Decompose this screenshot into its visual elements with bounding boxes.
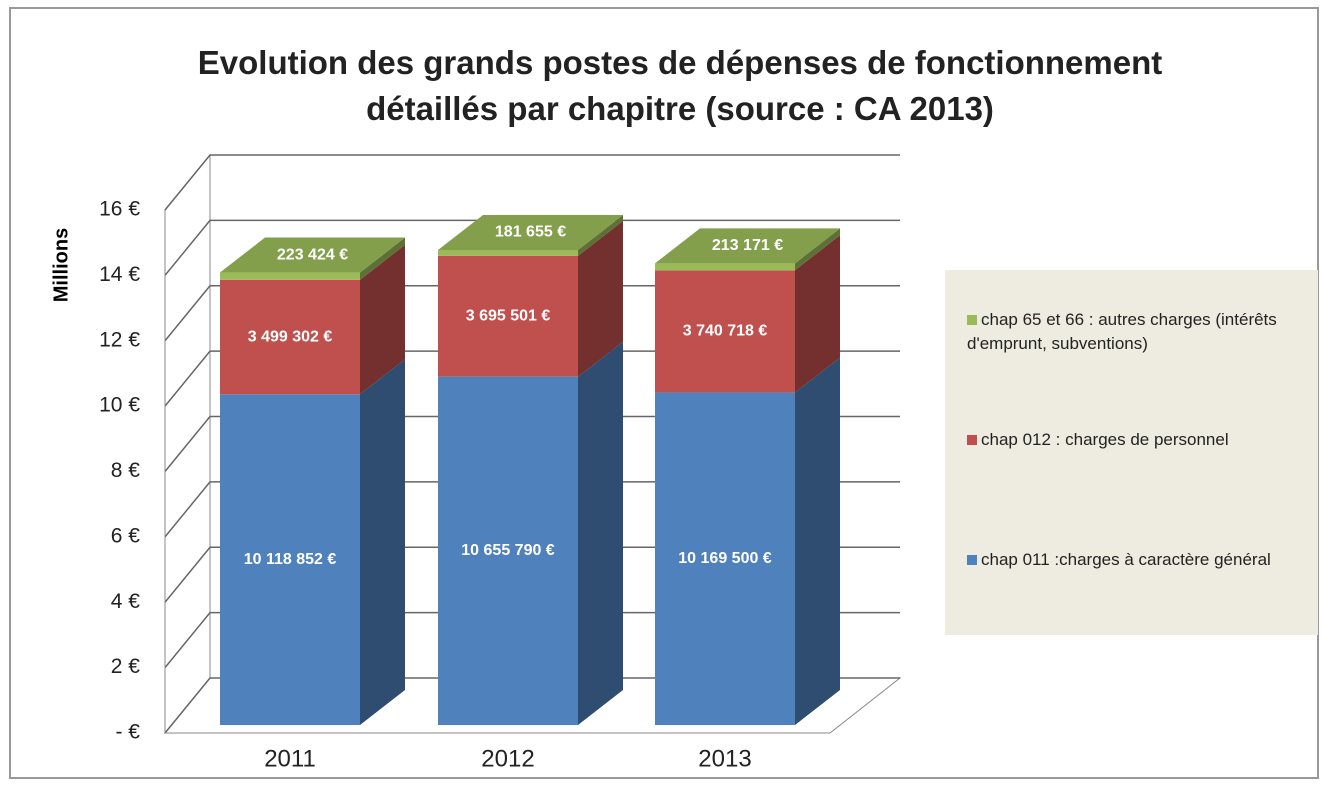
legend-entry: chap 65 et 66 : autres charges (intérêts… xyxy=(967,308,1307,356)
bar-top xyxy=(220,237,405,273)
bar-side xyxy=(795,228,840,271)
y-tick-label: 8 € xyxy=(111,459,141,482)
legend-label: chap 011 :charges à caractère général xyxy=(981,550,1271,569)
y-tick-label: 12 € xyxy=(99,328,140,351)
legend-swatch xyxy=(967,555,977,565)
legend-label: chap 65 et 66 : autres charges (intérêts… xyxy=(967,310,1277,353)
data-label: 3 695 501 € xyxy=(466,308,551,325)
bar-segment xyxy=(438,376,578,725)
y-tick-label: - € xyxy=(115,721,140,744)
y-tick-label: 16 € xyxy=(99,198,140,221)
bar-segment xyxy=(438,255,578,377)
bar-side xyxy=(360,237,405,280)
legend-swatch xyxy=(967,435,977,445)
bar-segment xyxy=(438,249,578,256)
bar-side xyxy=(360,359,405,725)
bar-top xyxy=(438,214,623,250)
x-tick-label: 2013 xyxy=(698,745,751,772)
bar-segment xyxy=(655,270,795,393)
frame xyxy=(9,7,1319,779)
bar-segment xyxy=(220,272,360,280)
legend-entry: chap 011 :charges à caractère général xyxy=(967,548,1307,572)
bar-segment xyxy=(655,263,795,271)
data-label: 10 169 500 € xyxy=(678,550,772,567)
x-tick-label: 2011 xyxy=(264,745,316,772)
bar-segment xyxy=(655,392,795,725)
chart-title: Evolution des grands postes de dépenses … xyxy=(197,44,1163,127)
legend-entry: chap 012 : charges de personnel xyxy=(967,428,1307,452)
bar-segment xyxy=(220,279,360,395)
x-tick-label: 2012 xyxy=(481,745,534,772)
y-tick-label: 2 € xyxy=(111,655,141,678)
data-label: 3 499 302 € xyxy=(248,328,333,345)
bar-side xyxy=(795,235,840,393)
y-tick-label: 10 € xyxy=(99,394,140,417)
legend: chap 65 et 66 : autres charges (intérêts… xyxy=(945,270,1318,635)
y-tick-label: 6 € xyxy=(111,524,141,547)
data-label: 10 655 790 € xyxy=(461,542,555,559)
bar-side xyxy=(578,214,623,256)
data-label: 3 740 718 € xyxy=(683,323,768,340)
bar-side xyxy=(578,220,623,377)
bar-top xyxy=(655,228,840,264)
bar-side xyxy=(795,357,840,725)
data-label: 181 655 € xyxy=(495,224,566,241)
y-tick-label: 4 € xyxy=(111,590,141,613)
y-axis-label: Millions xyxy=(50,228,72,302)
bar-side xyxy=(360,244,405,395)
data-label: 223 424 € xyxy=(277,246,348,263)
grid-line xyxy=(164,154,900,211)
grid-line xyxy=(164,219,900,276)
y-tick-label: 14 € xyxy=(99,263,140,286)
legend-label: chap 012 : charges de personnel xyxy=(981,430,1229,449)
bar-side xyxy=(578,341,623,725)
legend-swatch xyxy=(967,315,977,325)
bar-segment xyxy=(220,394,360,725)
data-label: 213 171 € xyxy=(712,237,783,254)
data-label: 10 118 852 € xyxy=(244,551,337,568)
